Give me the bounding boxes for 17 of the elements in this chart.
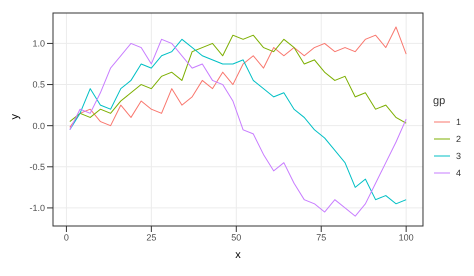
x-tick-label: 75 <box>316 232 326 242</box>
legend-label: 4 <box>456 168 461 178</box>
legend-label: 1 <box>456 116 461 126</box>
legend-label: 2 <box>456 134 461 144</box>
y-tick-label: -0.5 <box>29 162 45 172</box>
x-tick-label: 0 <box>64 232 69 242</box>
x-tick-label: 100 <box>398 232 414 242</box>
y-tick-label: 1.0 <box>32 38 45 49</box>
y-tick-label: 0.5 <box>32 80 45 90</box>
y-tick-label: -1.0 <box>29 203 45 214</box>
x-tick-label: 25 <box>146 232 156 242</box>
x-tick-label: 50 <box>231 232 242 242</box>
legend-title: gp <box>432 95 446 107</box>
legend-label: 3 <box>456 150 461 160</box>
x-axis-title: x <box>235 249 242 261</box>
y-axis-title: y <box>8 114 21 120</box>
y-tick-label: 0.0 <box>32 120 45 131</box>
